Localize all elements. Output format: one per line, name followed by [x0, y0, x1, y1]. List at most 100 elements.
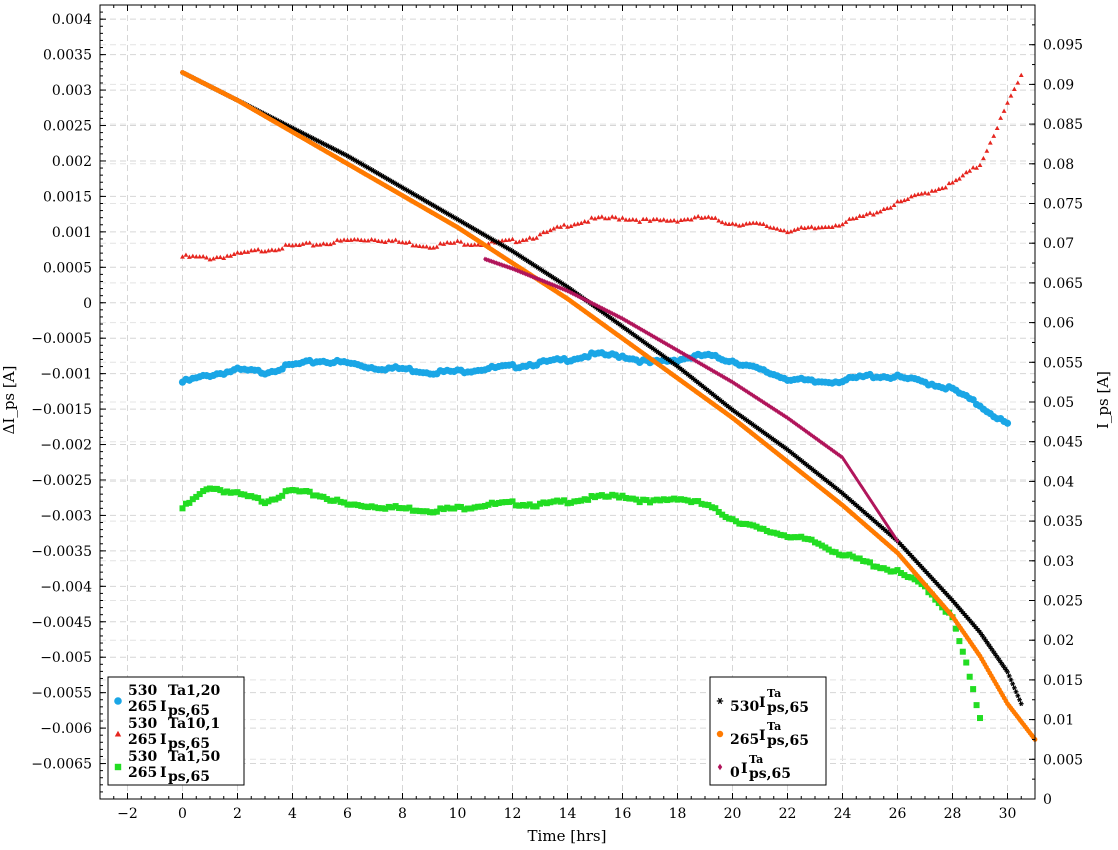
data-point — [592, 216, 598, 221]
legend-main: I — [160, 765, 167, 781]
y-right-tick-label: 0.03 — [1043, 554, 1074, 570]
data-point — [196, 491, 203, 498]
data-point — [211, 256, 216, 261]
data-point — [660, 339, 665, 345]
x-tick-label: 20 — [724, 806, 742, 822]
data-point — [543, 500, 550, 507]
data-point — [925, 589, 932, 596]
y-left-tick-label: 0.001 — [52, 225, 92, 241]
data-point — [248, 493, 255, 500]
data-point — [677, 496, 684, 503]
data-point — [623, 217, 629, 222]
data-point — [767, 225, 773, 230]
data-point — [544, 229, 550, 234]
legend-subscript: ps,65 — [168, 703, 210, 719]
data-point — [361, 503, 368, 510]
x-tick-label: 14 — [559, 806, 577, 822]
data-point — [791, 534, 798, 541]
data-point — [565, 288, 570, 294]
data-point — [600, 305, 605, 312]
data-point — [320, 493, 327, 500]
data-point — [904, 574, 911, 581]
data-point — [877, 565, 884, 572]
data-point — [204, 255, 209, 260]
data-point — [283, 242, 289, 247]
data-point — [905, 196, 911, 201]
data-point — [258, 498, 265, 505]
data-point — [527, 235, 533, 240]
data-point — [716, 218, 722, 223]
x-tick-label: −2 — [117, 806, 138, 822]
data-point — [681, 217, 687, 222]
data-point — [345, 237, 350, 242]
data-point — [655, 336, 660, 342]
data-point — [499, 238, 505, 243]
data-point — [681, 496, 688, 503]
data-point — [636, 499, 643, 506]
data-point — [533, 503, 540, 510]
x-axis: −2 0 2 4 6 8 10 12 14 16 18 20 22 24 26 28 30 — [99, 5, 1036, 822]
data-point — [761, 221, 766, 226]
data-point — [444, 504, 451, 511]
data-point — [272, 496, 279, 503]
data-point — [362, 238, 368, 243]
data-point — [286, 487, 293, 494]
data-point — [875, 508, 880, 514]
data-point — [674, 496, 681, 503]
data-point — [355, 237, 361, 242]
legend-prefix: 265 — [730, 732, 759, 748]
data-point — [279, 492, 286, 499]
data-point — [437, 241, 443, 246]
data-point — [282, 488, 289, 495]
data-point — [193, 254, 199, 259]
data-point — [888, 205, 894, 210]
data-point — [540, 499, 547, 506]
data-point — [640, 216, 646, 222]
y-left-tick-label: 0.004 — [52, 12, 92, 28]
data-point — [830, 447, 835, 453]
y-left-tick-label: −0.001 — [40, 367, 92, 383]
data-point — [578, 220, 584, 225]
y-left-tick-label: 0.0015 — [43, 189, 92, 205]
data-point — [695, 213, 701, 219]
data-point — [402, 505, 409, 512]
data-point — [966, 673, 973, 680]
data-point — [781, 228, 787, 233]
data-point — [626, 217, 632, 222]
y-left-tick-label: −0.0055 — [31, 686, 92, 702]
data-point — [496, 260, 500, 267]
data-point — [819, 224, 825, 230]
data-point — [262, 249, 268, 254]
data-point — [1017, 697, 1022, 703]
data-point — [936, 186, 942, 191]
y-right-tick-label: 0.02 — [1043, 633, 1074, 649]
data-point — [596, 214, 601, 220]
data-point — [991, 133, 997, 138]
data-point — [743, 520, 750, 527]
data-point — [468, 505, 475, 512]
data-point — [609, 214, 615, 219]
data-point — [754, 220, 759, 225]
data-point — [829, 548, 836, 555]
data-point — [836, 551, 843, 558]
data-point — [585, 496, 592, 503]
data-point — [626, 495, 633, 502]
data-point — [846, 551, 853, 558]
data-point — [620, 215, 625, 220]
data-point — [519, 501, 526, 508]
data-point — [712, 215, 718, 220]
data-point — [695, 498, 702, 505]
data-point — [1010, 681, 1016, 687]
y-right-tick-label: 0.035 — [1043, 514, 1083, 530]
data-point — [800, 426, 805, 432]
data-point — [911, 576, 918, 583]
data-point — [647, 499, 653, 506]
data-point — [396, 505, 403, 512]
data-point — [605, 493, 612, 500]
data-point — [200, 488, 207, 495]
data-point — [213, 485, 220, 492]
data-point — [286, 242, 292, 247]
legend-marker — [114, 697, 122, 705]
data-point — [637, 219, 643, 224]
data-point — [643, 497, 650, 504]
